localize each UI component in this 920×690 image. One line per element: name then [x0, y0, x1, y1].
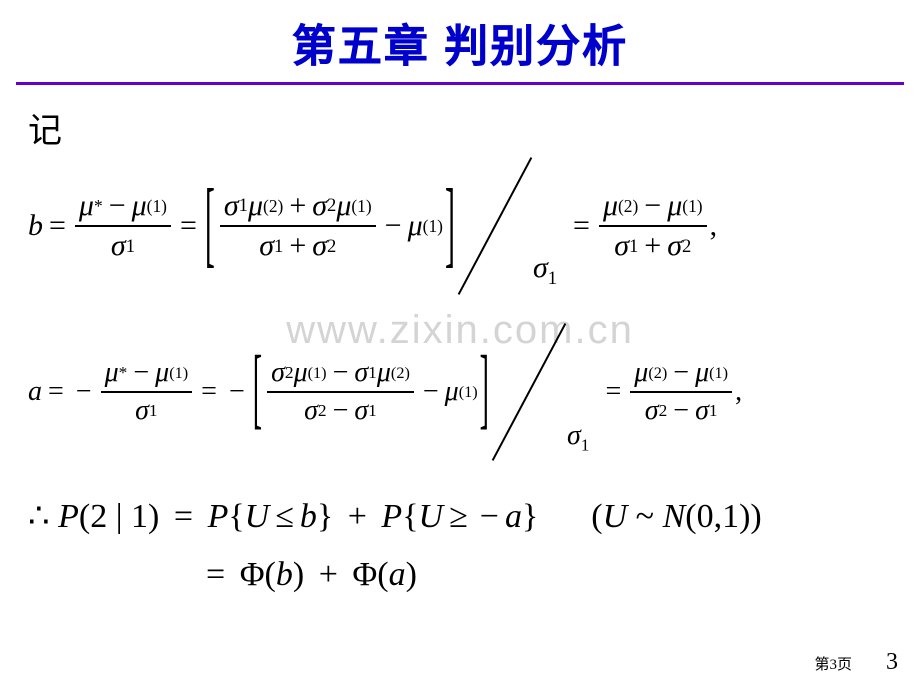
- chapter-title: 第五章 判别分析: [0, 10, 920, 74]
- page-footer: 第3页 3: [814, 649, 898, 676]
- content-area: 记 b = μ*−μ(1) σ1 = [ σ1μ(2)+σ2μ(1) σ1+σ2…: [0, 85, 920, 604]
- conclusion-block: ∴ P(2 | 1) = P{U≤b} + P{U≥−a} (U ~ N(0,1…: [28, 488, 892, 604]
- page-label: 第3页: [814, 653, 852, 674]
- conclusion-line-1: ∴ P(2 | 1) = P{U≤b} + P{U≥−a} (U ~ N(0,1…: [28, 488, 892, 546]
- page-number: 3: [886, 649, 898, 676]
- equation-b: b = μ*−μ(1) σ1 = [ σ1μ(2)+σ2μ(1) σ1+σ2 −…: [28, 156, 892, 296]
- equation-a: a = − μ*−μ(1) σ1 = − [ σ2μ(1)−σ1μ(2) σ2−…: [28, 322, 892, 462]
- conclusion-line-2: = Φ(b) + Φ(a): [200, 546, 892, 604]
- intro-char: 记: [28, 103, 892, 152]
- division-slash-2: [489, 322, 569, 462]
- title-bar: 第五章 判别分析: [0, 0, 920, 74]
- division-slash: [455, 156, 535, 296]
